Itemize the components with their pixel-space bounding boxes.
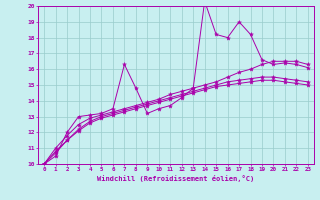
X-axis label: Windchill (Refroidissement éolien,°C): Windchill (Refroidissement éolien,°C) [97,175,255,182]
